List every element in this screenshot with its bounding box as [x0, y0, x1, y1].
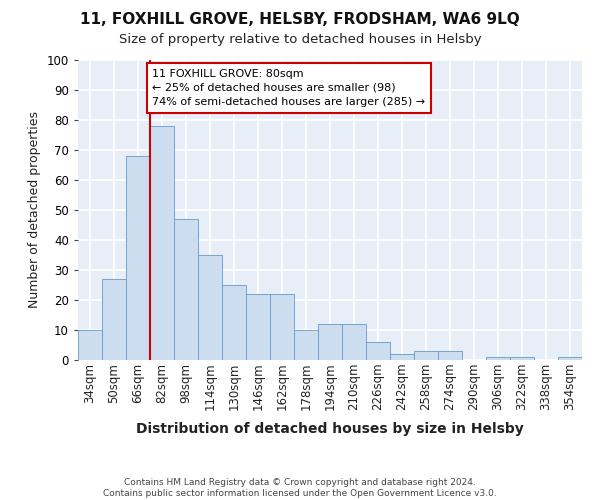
Text: 11, FOXHILL GROVE, HELSBY, FRODSHAM, WA6 9LQ: 11, FOXHILL GROVE, HELSBY, FRODSHAM, WA6…: [80, 12, 520, 28]
Bar: [510, 357, 534, 360]
Y-axis label: Number of detached properties: Number of detached properties: [28, 112, 41, 308]
Bar: [366, 342, 390, 360]
Bar: [126, 156, 150, 360]
Bar: [150, 126, 174, 360]
X-axis label: Distribution of detached houses by size in Helsby: Distribution of detached houses by size …: [136, 422, 524, 436]
Bar: [438, 351, 462, 360]
Text: Contains HM Land Registry data © Crown copyright and database right 2024.
Contai: Contains HM Land Registry data © Crown c…: [103, 478, 497, 498]
Bar: [342, 324, 366, 360]
Bar: [270, 294, 294, 360]
Bar: [222, 285, 246, 360]
Bar: [390, 354, 414, 360]
Bar: [198, 255, 222, 360]
Bar: [246, 294, 270, 360]
Bar: [486, 357, 510, 360]
Bar: [102, 279, 126, 360]
Bar: [318, 324, 342, 360]
Text: 11 FOXHILL GROVE: 80sqm
← 25% of detached houses are smaller (98)
74% of semi-de: 11 FOXHILL GROVE: 80sqm ← 25% of detache…: [152, 69, 425, 107]
Bar: [174, 219, 198, 360]
Bar: [414, 351, 438, 360]
Text: Size of property relative to detached houses in Helsby: Size of property relative to detached ho…: [119, 32, 481, 46]
Bar: [78, 330, 102, 360]
Bar: [294, 330, 318, 360]
Bar: [558, 357, 582, 360]
